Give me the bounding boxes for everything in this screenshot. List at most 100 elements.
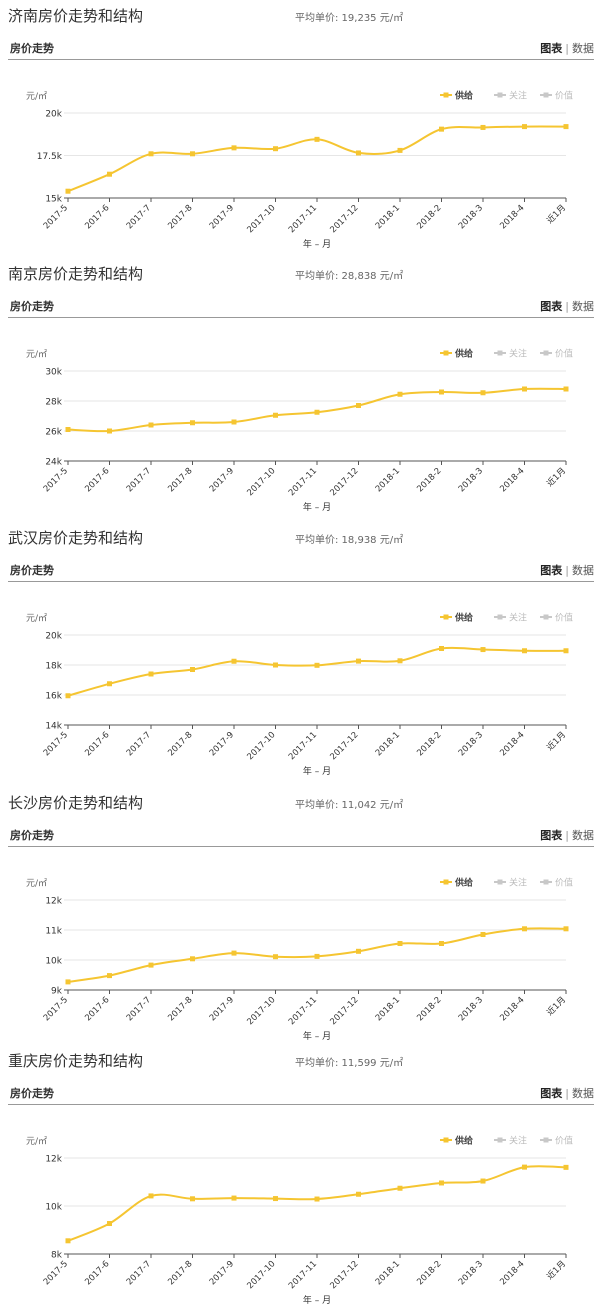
view-tabs: 图表 | 数据 (540, 829, 594, 842)
tab-chart[interactable]: 图表 (540, 42, 563, 55)
legend-marker-icon (497, 1137, 503, 1143)
x-tick-label: 2017-7 (125, 466, 153, 494)
legend-item[interactable]: 关注 (494, 90, 527, 102)
legend-item[interactable]: 供给 (440, 348, 473, 360)
tab-chart[interactable]: 图表 (540, 564, 563, 577)
tab-chart[interactable]: 图表 (540, 300, 563, 313)
tab-chart[interactable]: 图表 (540, 1087, 563, 1100)
legend-item[interactable]: 价值 (540, 90, 573, 102)
y-tick-label: 24k (45, 458, 62, 468)
legend-marker-icon (443, 92, 449, 98)
x-tick-label: 2017-12 (328, 730, 360, 762)
legend-item[interactable]: 价值 (540, 877, 573, 889)
x-tick-label: 2018-2 (415, 203, 443, 231)
x-tick-label: 2017-5 (42, 730, 70, 758)
data-point (356, 1191, 361, 1197)
x-tick-label: 2017-10 (245, 203, 277, 235)
legend-label: 价值 (555, 612, 573, 624)
tab-chart[interactable]: 图表 (540, 829, 563, 842)
y-tick-label: 10k (45, 957, 62, 967)
data-point (439, 126, 444, 132)
data-point (563, 1164, 569, 1170)
legend-marker-icon (497, 92, 503, 98)
legend-item[interactable]: 关注 (494, 877, 527, 889)
panel-title: 重庆房价走势和结构 (8, 1052, 144, 1070)
x-tick-label: 2018-1 (374, 1259, 402, 1287)
data-point (107, 973, 112, 979)
data-point (439, 646, 444, 651)
data-point (356, 150, 361, 156)
data-point (107, 681, 112, 687)
series-line (67, 125, 567, 193)
legend-marker-icon (543, 614, 549, 620)
data-point (65, 188, 71, 194)
data-point (480, 647, 486, 653)
tab-data[interactable]: 数据 (572, 829, 594, 842)
data-point (522, 926, 527, 932)
legend-marker-icon (497, 614, 503, 620)
x-tick-label: 2017-5 (42, 203, 70, 231)
x-tick-label: 2018-1 (374, 203, 402, 231)
legend-item[interactable]: 供给 (440, 90, 473, 102)
average-price: 平均单价: 28,838 元/㎡ (295, 271, 404, 282)
x-tick-label: 2017-8 (166, 995, 194, 1023)
x-tick-label: 2018-3 (457, 466, 485, 494)
x-tick-label: 2017-9 (208, 730, 236, 758)
x-tick-label: 2017-12 (328, 466, 360, 498)
tab-data[interactable]: 数据 (572, 42, 594, 55)
x-tick-label: 2017-11 (287, 203, 319, 235)
legend-marker-icon (497, 879, 503, 885)
legend-item[interactable]: 关注 (494, 1135, 527, 1147)
legend-item[interactable]: 价值 (540, 612, 573, 624)
x-tick-label: 2017-9 (208, 1259, 236, 1287)
legend-item[interactable]: 供给 (440, 877, 473, 889)
tab-data[interactable]: 数据 (572, 300, 594, 313)
average-price: 平均单价: 18,938 元/㎡ (295, 535, 404, 546)
data-point (273, 146, 278, 152)
tab-data[interactable]: 数据 (572, 564, 594, 577)
data-point (314, 662, 320, 668)
data-point (563, 124, 569, 130)
y-tick-label: 15k (45, 195, 62, 205)
y-axis-label: 元/㎡ (26, 349, 47, 360)
panel-subtitle: 房价走势 (10, 300, 54, 313)
panel-title: 长沙房价走势和结构 (8, 794, 144, 812)
x-tick-label: 近1月 (544, 465, 568, 489)
legend-label: 价值 (555, 348, 573, 360)
data-point (107, 428, 112, 434)
data-point (65, 1238, 71, 1244)
x-tick-label: 2017-12 (328, 1259, 360, 1291)
data-point (314, 953, 320, 959)
view-tabs: 图表 | 数据 (540, 300, 594, 313)
data-point (439, 1180, 444, 1186)
legend-label: 价值 (555, 90, 573, 102)
x-tick-label: 2018-4 (498, 1259, 526, 1287)
line-chart: 元/㎡ 供给 关注 价值 15k 17.5k 20k 2017-5 2017-6 2017-7 20… (26, 90, 573, 251)
legend-label: 供给 (454, 877, 473, 889)
x-tick-label: 2017-10 (245, 466, 277, 498)
legend-marker-icon (543, 1137, 549, 1143)
legend-item[interactable]: 关注 (494, 348, 527, 360)
y-tick-label: 17.5k (37, 152, 63, 162)
legend-item[interactable]: 供给 (440, 612, 473, 624)
chart-panel-jinan: 济南房价走势和结构 平均单价: 19,235 元/㎡ 房价走势 图表 | 数据 元/… (0, 5, 600, 255)
data-point (397, 391, 403, 397)
x-tick-label: 2017-8 (166, 466, 194, 494)
y-tick-label: 11k (45, 927, 62, 937)
legend-item[interactable]: 价值 (540, 1135, 573, 1147)
data-point (480, 1178, 486, 1184)
data-point (563, 386, 569, 392)
legend-item[interactable]: 关注 (494, 612, 527, 624)
data-point (356, 403, 361, 408)
legend-item[interactable]: 供给 (440, 1135, 473, 1147)
data-point (314, 136, 320, 142)
data-point (273, 412, 278, 418)
x-tick-label: 2018-4 (498, 466, 526, 494)
y-axis-label: 元/㎡ (26, 1136, 47, 1147)
chart-panel-changsha: 长沙房价走势和结构 平均单价: 11,042 元/㎡ 房价走势 图表 | 数据 元/… (0, 792, 600, 1047)
legend-marker-icon (443, 1137, 449, 1143)
data-point (356, 948, 361, 954)
x-tick-label: 2017-5 (42, 466, 70, 494)
tab-data[interactable]: 数据 (572, 1087, 594, 1100)
legend-item[interactable]: 价值 (540, 348, 573, 360)
